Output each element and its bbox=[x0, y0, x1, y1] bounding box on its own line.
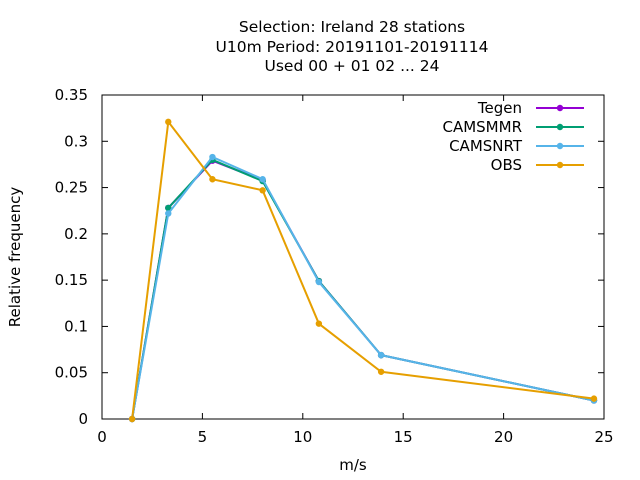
y-tick-label: 0.05 bbox=[55, 364, 88, 382]
legend-marker bbox=[556, 142, 564, 150]
y-tick-label: 0.25 bbox=[55, 179, 88, 197]
series-line bbox=[131, 119, 595, 420]
legend-label: OBS bbox=[491, 156, 522, 174]
y-tick-label: 0.1 bbox=[64, 317, 88, 335]
y-axis: 0 0.05 0.1 0.15 0.2 0.25 0.3 0.35 bbox=[55, 86, 604, 428]
legend-label: CAMSNRT bbox=[449, 137, 523, 155]
series-camsmmr bbox=[128, 156, 598, 423]
title-line-3: Used 00 + 01 02 ... 24 bbox=[264, 57, 439, 75]
y-tick-label: 0.2 bbox=[64, 225, 88, 243]
series-layer bbox=[128, 118, 598, 423]
series-tegen bbox=[128, 157, 598, 423]
data-point bbox=[165, 204, 172, 212]
x-tick-label: 5 bbox=[198, 428, 208, 446]
legend-marker bbox=[556, 104, 564, 112]
data-point bbox=[315, 278, 323, 286]
x-tick-label: 20 bbox=[494, 428, 513, 446]
legend-label: CAMSMMR bbox=[442, 118, 522, 136]
data-point bbox=[377, 368, 385, 375]
data-point bbox=[259, 187, 266, 194]
y-axis-label: Relative frequency bbox=[6, 187, 24, 328]
legend-item: CAMSMMR bbox=[442, 118, 584, 136]
data-point bbox=[209, 176, 216, 183]
legend-item: Tegen bbox=[477, 99, 584, 117]
legend-label: Tegen bbox=[477, 99, 522, 117]
data-point bbox=[590, 395, 598, 402]
data-point bbox=[315, 320, 323, 327]
y-tick-label: 0.35 bbox=[55, 86, 88, 104]
data-point bbox=[165, 210, 172, 217]
series-line bbox=[131, 158, 595, 420]
title-line-2: U10m Period: 20191101-20191114 bbox=[216, 38, 489, 56]
data-point bbox=[128, 415, 136, 423]
title-line-1: Selection: Ireland 28 stations bbox=[239, 18, 465, 36]
data-point bbox=[259, 176, 266, 183]
y-tick-label: 0.15 bbox=[55, 271, 88, 289]
series-line bbox=[131, 155, 595, 420]
x-tick-label: 10 bbox=[293, 428, 312, 446]
x-axis: 0 5 10 15 20 25 bbox=[97, 95, 614, 446]
y-tick-label: 0.3 bbox=[64, 132, 88, 150]
series-camsnrt bbox=[128, 153, 598, 423]
data-point bbox=[165, 118, 172, 126]
data-point bbox=[209, 153, 216, 161]
legend-marker bbox=[556, 161, 564, 169]
x-tick-label: 0 bbox=[97, 428, 107, 446]
y-tick-label: 0 bbox=[78, 410, 88, 428]
chart-title: Selection: Ireland 28 stations U10m Peri… bbox=[216, 18, 489, 75]
legend-item: CAMSNRT bbox=[449, 137, 584, 155]
x-axis-label: m/s bbox=[339, 456, 367, 474]
x-tick-label: 25 bbox=[594, 428, 613, 446]
series-line bbox=[131, 159, 595, 420]
plot-frame bbox=[101, 94, 605, 420]
legend-marker bbox=[556, 123, 564, 131]
x-tick-label: 15 bbox=[394, 428, 413, 446]
legend-item: OBS bbox=[491, 156, 584, 174]
series-obs bbox=[128, 118, 598, 423]
data-point bbox=[377, 351, 385, 359]
